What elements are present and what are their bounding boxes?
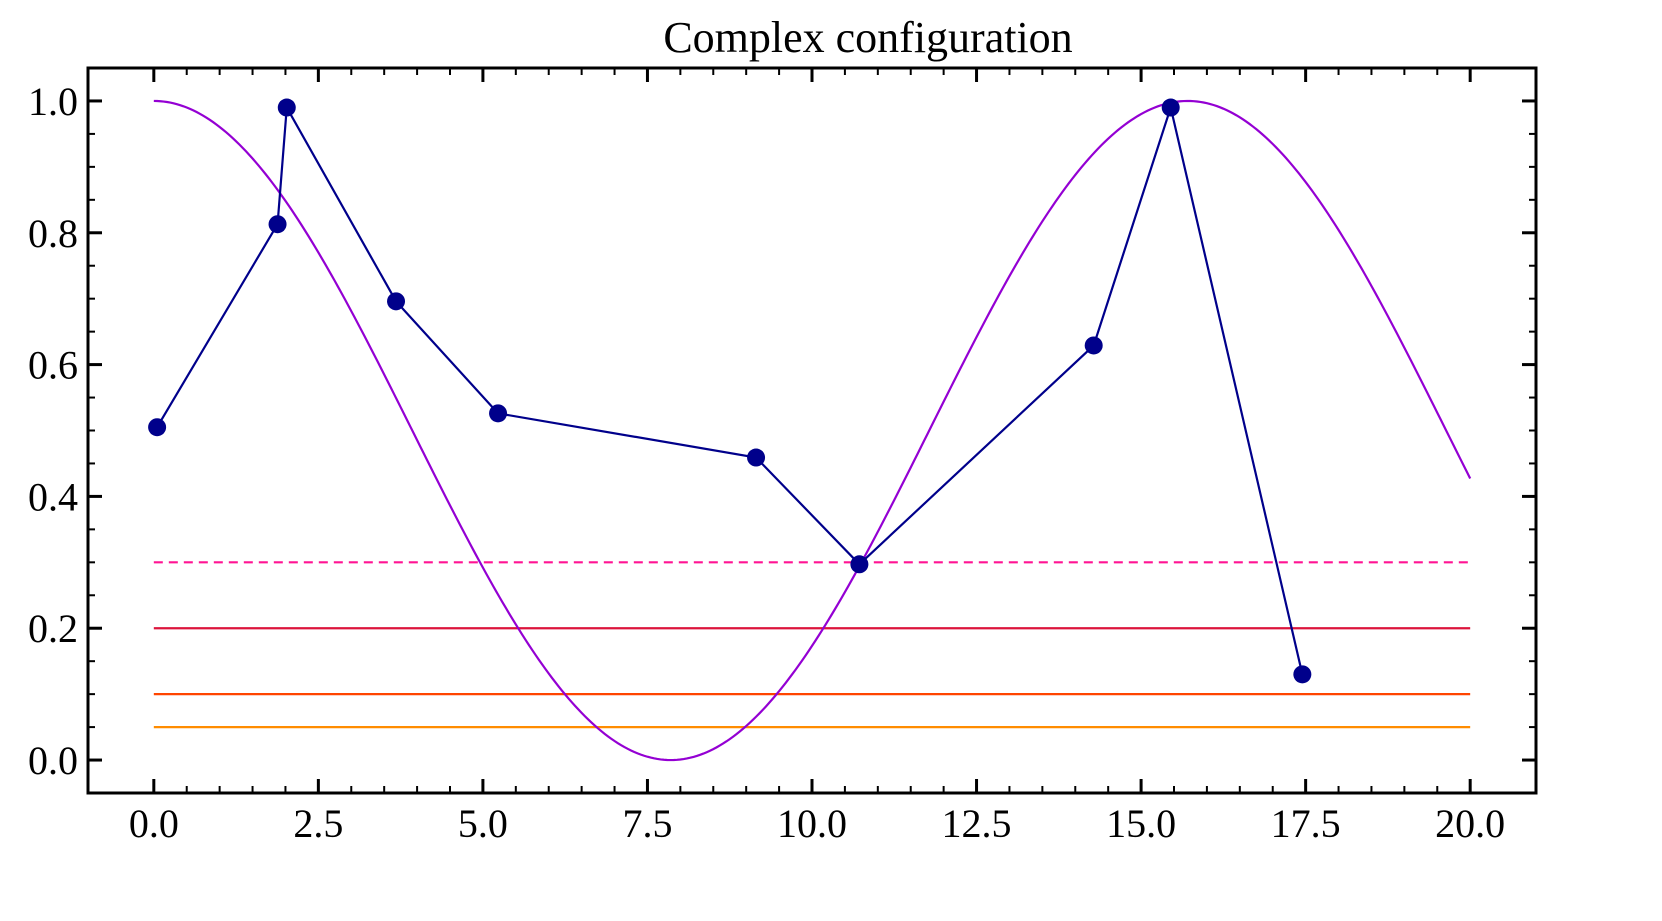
axes-frame	[86, 66, 1538, 795]
data-point-4	[489, 404, 508, 423]
x-tick-label-8: 20.0	[1435, 801, 1505, 846]
plot-area: 0.0 2.5 5.0 7.5 10.0 12.5 15.0 17.5 20.0 0.0 0.2 0.…	[28, 66, 1538, 846]
data-point-3	[387, 292, 406, 311]
chart-title: Complex configuration	[663, 13, 1072, 62]
y-tick-label-5: 1.0	[28, 79, 78, 124]
curve-line	[153, 99, 1472, 762]
data-point-8	[1161, 98, 1180, 117]
data-point-7	[1084, 336, 1103, 355]
data-point-2	[277, 98, 296, 117]
marker-series-line	[156, 103, 1304, 675]
y-tick-label-1: 0.2	[28, 606, 78, 651]
x-tick-label-4: 10.0	[777, 801, 847, 846]
x-tick-label-1: 2.5	[293, 801, 343, 846]
x-tick-label-7: 17.5	[1271, 801, 1341, 846]
x-tick-label-2: 5.0	[458, 801, 508, 846]
y-tick-label-4: 0.8	[28, 211, 78, 256]
data-point-0	[148, 418, 167, 437]
y-tick-label-2: 0.4	[28, 474, 78, 519]
y-tick-label-0: 0.0	[28, 738, 78, 783]
data-point-5	[747, 448, 766, 467]
x-tick-label-3: 7.5	[622, 801, 672, 846]
data-point-6	[850, 555, 869, 574]
x-tick-label-5: 12.5	[942, 801, 1012, 846]
data-point-1	[268, 215, 287, 234]
data-point-9	[1293, 665, 1312, 684]
x-tick-label-0: 0.0	[129, 801, 179, 846]
y-tick-label-3: 0.6	[28, 343, 78, 388]
x-tick-label-6: 15.0	[1106, 801, 1176, 846]
